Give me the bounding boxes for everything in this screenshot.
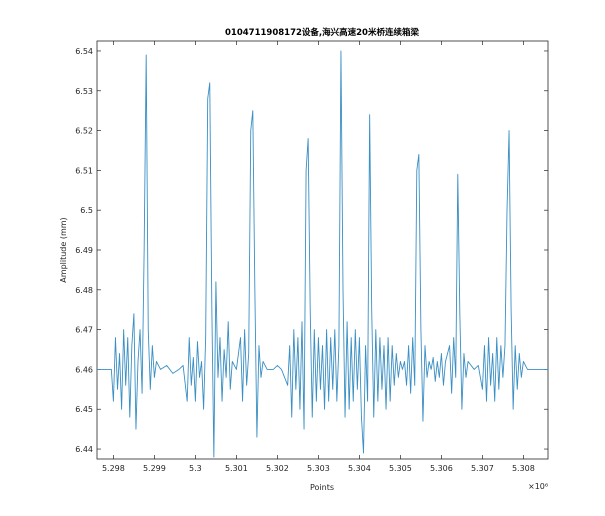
y-tick-label: 6.47 — [75, 326, 93, 335]
y-tick-label: 6.49 — [75, 246, 93, 255]
y-tick-label: 6.51 — [75, 166, 93, 175]
y-tick-label: 6.54 — [75, 47, 93, 56]
plot-area — [96, 40, 549, 460]
y-tick-label: 6.48 — [75, 286, 93, 295]
chart-title: 0104711908172设备,海兴高速20米桥连续箱梁 — [225, 27, 419, 38]
y-tick-label: 6.52 — [75, 127, 93, 136]
x-axis: 5.298 5.299 5.3 5.301 5.302 5.303 5.304 5.305 5.… — [102, 41, 535, 473]
y-tick-label: 6.45 — [75, 405, 93, 414]
x-tick-label: 5.308 — [512, 464, 535, 473]
x-tick-label: 5.302 — [266, 464, 289, 473]
y-tick-label: 6.46 — [75, 365, 93, 374]
x-axis-multiplier: ×10⁶ — [528, 482, 548, 491]
x-tick-label: 5.3 — [189, 464, 202, 473]
x-tick-label: 5.301 — [225, 464, 248, 473]
y-axis: 6.44 6.45 6.46 6.47 6.48 6.49 6.5 6.51 6.52 6.53 6… — [75, 47, 548, 454]
x-tick-label: 5.304 — [348, 464, 371, 473]
x-tick-label: 5.305 — [389, 464, 412, 473]
y-tick-label: 6.44 — [75, 445, 93, 454]
y-tick-label: 6.53 — [75, 87, 93, 96]
x-axis-label: Points — [310, 483, 334, 492]
x-tick-label: 5.303 — [307, 464, 330, 473]
y-axis-label: Amplitude (mm) — [59, 217, 68, 282]
x-tick-label: 5.298 — [102, 464, 125, 473]
series-line — [97, 50, 548, 458]
y-tick-label: 6.5 — [80, 206, 93, 215]
x-tick-label: 5.299 — [143, 464, 166, 473]
x-tick-label: 5.306 — [430, 464, 453, 473]
x-tick-label: 5.307 — [471, 464, 494, 473]
